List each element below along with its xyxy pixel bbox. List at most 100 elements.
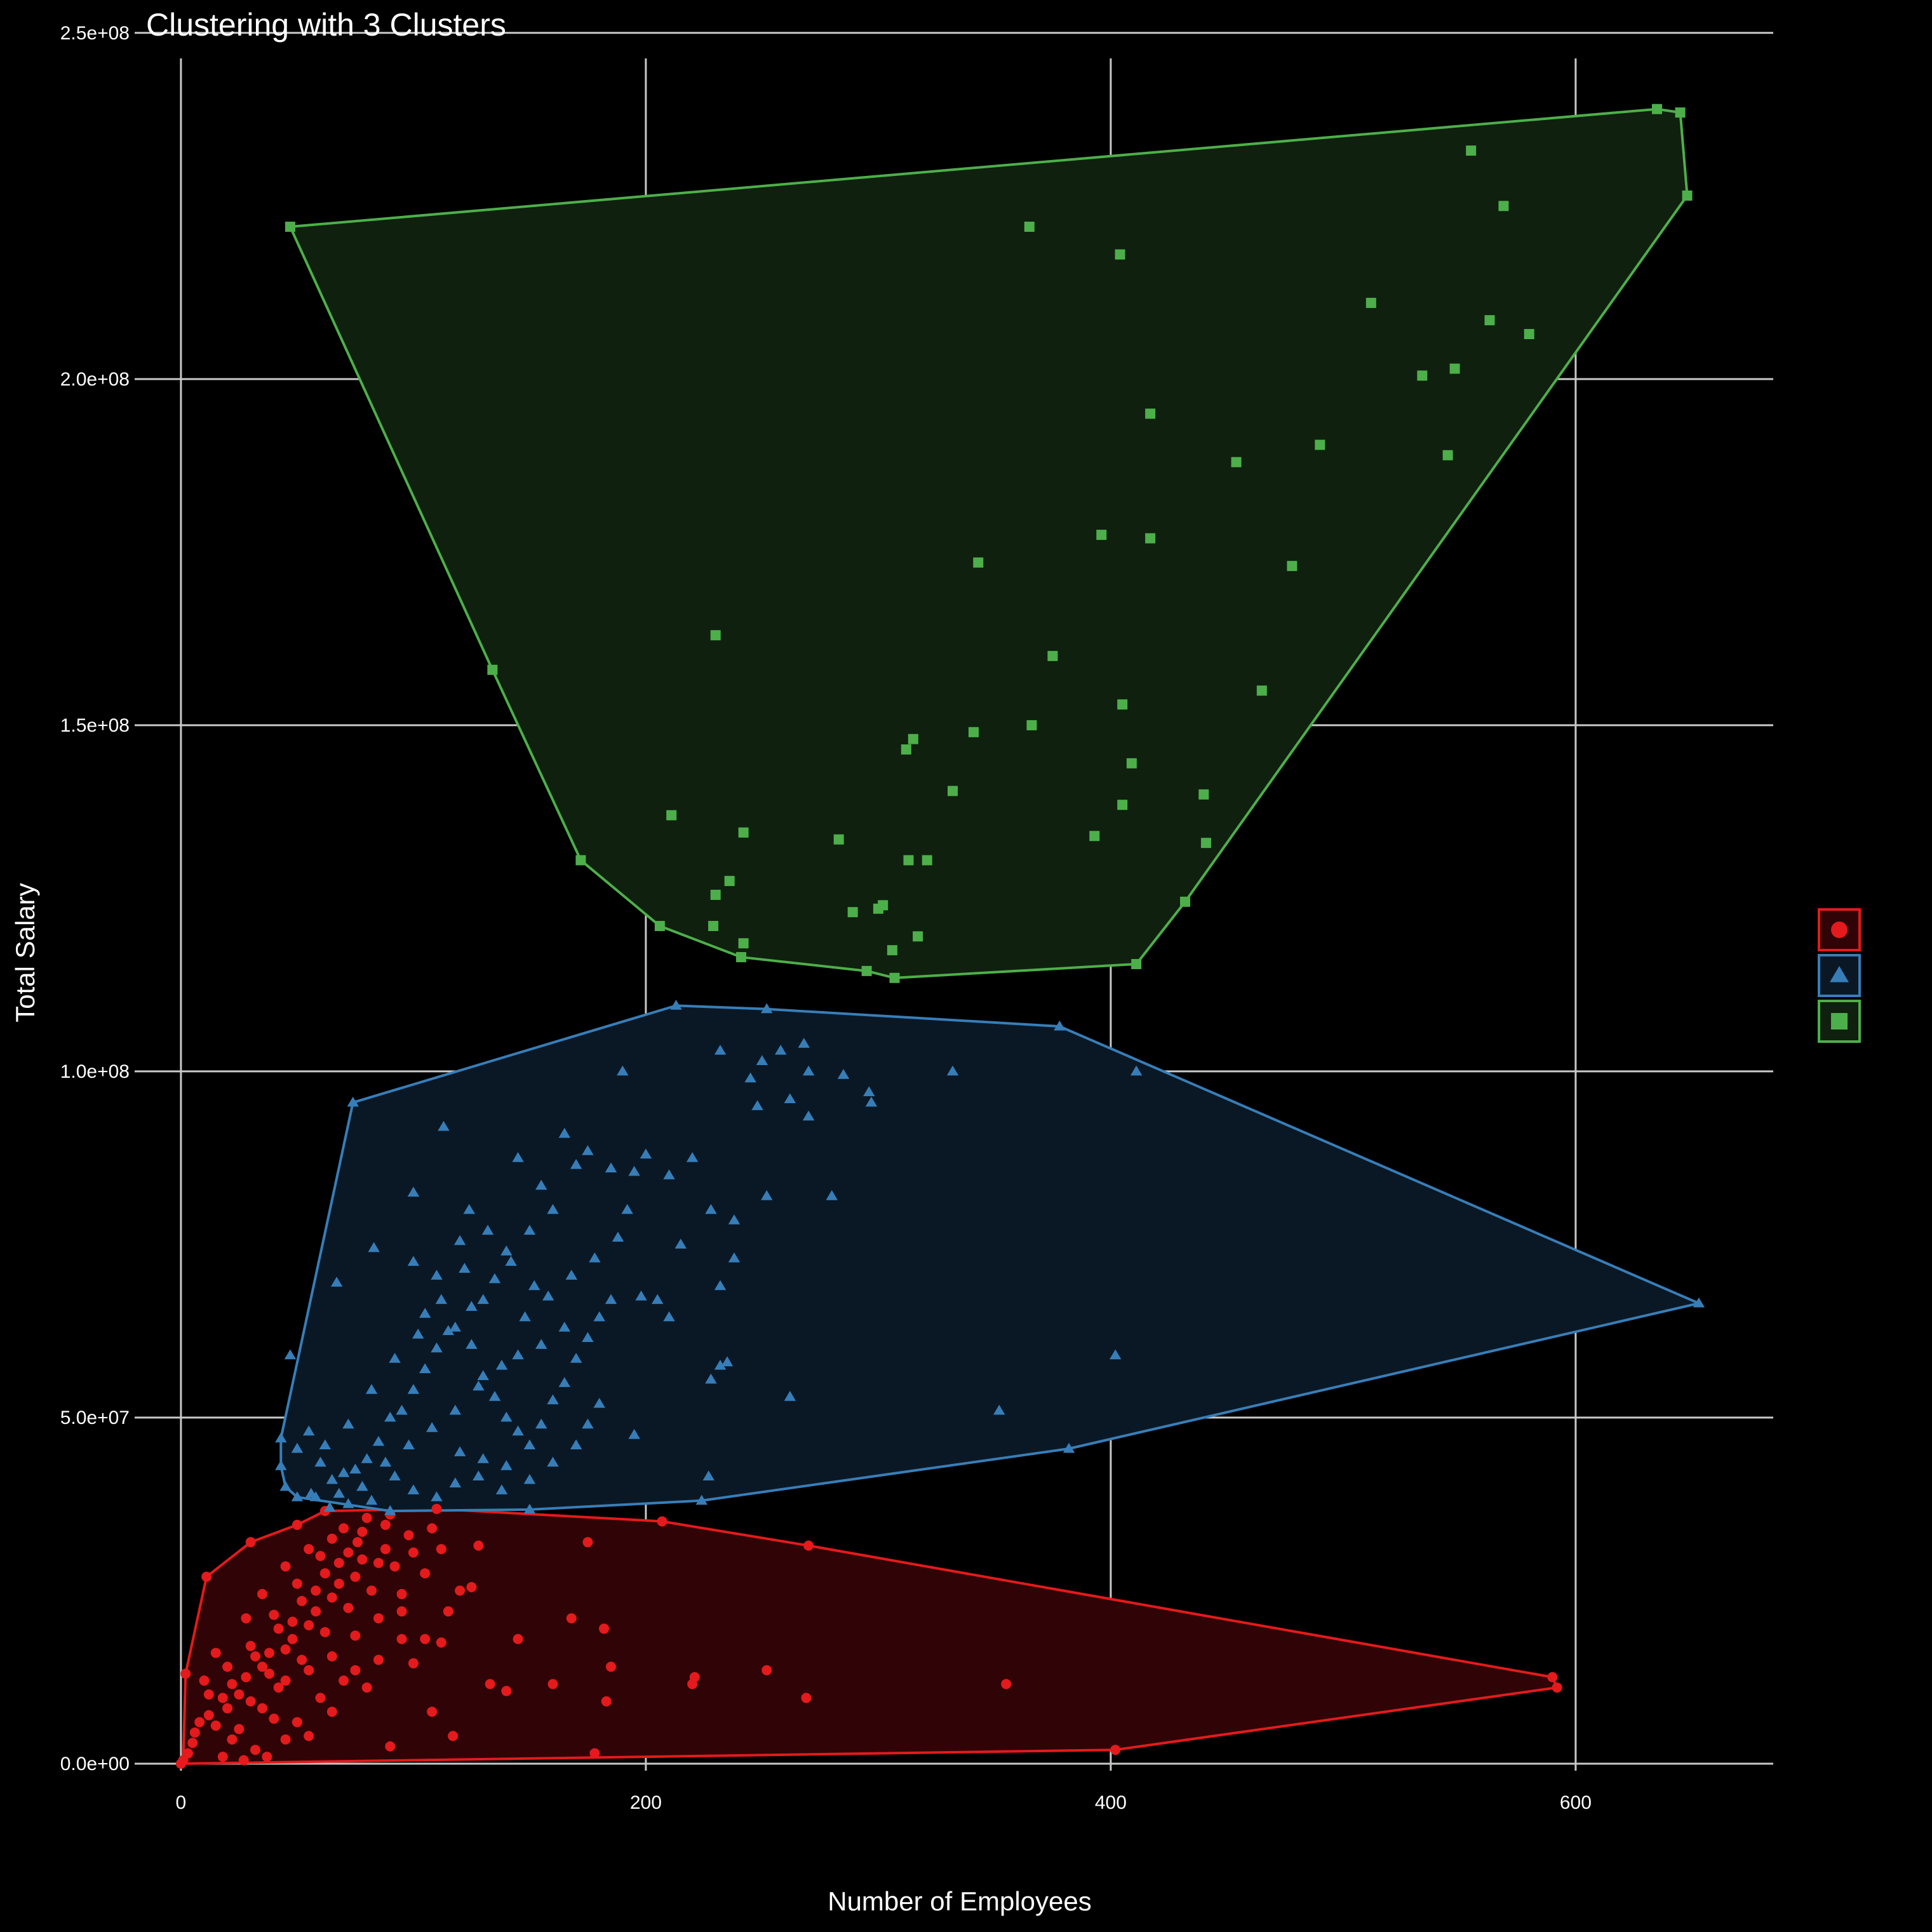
cluster-3-point	[973, 557, 984, 568]
cluster-2-point	[523, 1439, 536, 1449]
cluster-2-point	[512, 1151, 524, 1162]
cluster-2-point	[431, 1342, 443, 1353]
x-axis-label: Number of Employees	[828, 1886, 1092, 1916]
cluster-1-point	[245, 1537, 256, 1548]
cluster-2-point	[384, 1411, 396, 1422]
cluster-1-point	[326, 1533, 337, 1544]
y-axis-label: Total Salary	[10, 883, 40, 1023]
cluster-1-point	[427, 1523, 438, 1534]
cluster-2-point	[488, 1273, 501, 1284]
cluster-3-point	[285, 222, 295, 232]
cluster-2-point	[442, 1325, 454, 1336]
cluster-2-point	[323, 1501, 336, 1512]
cluster-1-point	[566, 1613, 577, 1624]
cluster-2-point	[512, 1425, 524, 1436]
cluster-2-point	[384, 1505, 396, 1515]
cluster-2-point	[279, 1480, 292, 1491]
cluster-2-point	[837, 1069, 850, 1079]
cluster-2-point	[477, 1370, 489, 1380]
cluster-2-point	[946, 1065, 959, 1076]
cluster-2-point	[275, 1460, 287, 1470]
cluster-3-point	[1089, 831, 1100, 842]
cluster-3-point	[908, 734, 918, 744]
x-tick-label: 400	[1095, 1792, 1127, 1813]
cluster-1-point	[357, 1526, 368, 1537]
cluster-3-point	[1682, 190, 1693, 201]
cluster-2-point	[291, 1491, 304, 1501]
cluster-2-point	[570, 1353, 582, 1363]
cluster-2-point	[314, 1456, 326, 1467]
cluster-1-point	[408, 1658, 419, 1668]
cluster-2-point	[547, 1204, 559, 1214]
cluster-3-point	[710, 630, 721, 641]
cluster-2-point	[473, 1470, 485, 1481]
cluster-1-point	[280, 1561, 291, 1572]
cluster-1-point	[396, 1588, 407, 1599]
cluster-2-point	[466, 1339, 478, 1349]
cluster-2-point	[481, 1224, 494, 1235]
cluster-2-point	[547, 1394, 559, 1405]
cluster-2-point	[435, 1294, 448, 1305]
cluster-1-point	[366, 1585, 377, 1596]
cluster-3-point	[710, 889, 721, 900]
cluster-1-point	[257, 1661, 267, 1672]
cluster-2-point	[365, 1494, 378, 1505]
cluster-2-point	[466, 1301, 478, 1311]
cluster-3-point	[575, 855, 586, 866]
cluster-2-point	[635, 1290, 647, 1301]
cluster-3-point	[1024, 222, 1035, 232]
cluster-2-point	[396, 1404, 408, 1415]
cluster-1-point	[687, 1679, 698, 1689]
cluster-3-point	[968, 727, 979, 737]
cluster-1-point	[262, 1752, 272, 1762]
cluster-1-point	[297, 1595, 307, 1606]
cluster-3-point	[1442, 450, 1453, 460]
cluster-2-point	[523, 1473, 536, 1484]
cluster-1-point	[315, 1550, 326, 1561]
cluster-2-point	[535, 1339, 547, 1349]
cluster-2-point	[342, 1418, 354, 1429]
cluster-2-point	[784, 1391, 796, 1401]
cluster-3-point	[1417, 370, 1428, 381]
cluster-2-point	[863, 1086, 875, 1097]
cluster-1-point	[319, 1568, 330, 1579]
cluster-3-point	[735, 952, 746, 963]
cluster-1-point	[599, 1623, 610, 1634]
cluster-2-point	[523, 1503, 536, 1514]
cluster-2-point	[621, 1204, 633, 1214]
cluster-3-point	[487, 664, 498, 675]
cluster-1-point	[373, 1613, 384, 1624]
cluster-1-point	[1552, 1682, 1562, 1693]
cluster-3-point	[1026, 720, 1037, 730]
cluster-1-point	[350, 1571, 361, 1582]
y-tick-label: 1.5e+08	[60, 715, 130, 736]
cluster-hull-3	[288, 107, 1689, 979]
cluster-3-point	[708, 921, 719, 931]
axis-ticks: 0 200 400 600 0.0e+00 5.0e+07 1.0e+08 1.5e+08 2.…	[60, 23, 1592, 1813]
cluster-1-point	[466, 1582, 477, 1593]
cluster-1-point	[264, 1647, 274, 1658]
cluster-1-point	[352, 1537, 363, 1548]
cluster-2-point	[407, 1484, 420, 1494]
y-tick-label: 1.0e+08	[60, 1061, 130, 1082]
cluster-2-point	[407, 1384, 420, 1394]
cluster-2-point	[431, 1491, 443, 1501]
cluster-3-point	[1145, 408, 1156, 419]
cluster-1-point	[292, 1578, 302, 1589]
cluster-1-point	[657, 1516, 667, 1527]
cluster-2-point	[593, 1311, 605, 1322]
cluster-2-point	[1110, 1349, 1122, 1360]
cluster-2-point	[663, 1169, 675, 1179]
cluster-1-point	[443, 1606, 453, 1617]
y-tick-label: 0.0e+00	[60, 1754, 130, 1774]
cluster-2-point	[535, 1179, 547, 1190]
cluster-1-point	[1110, 1745, 1121, 1755]
cluster-3-point	[1180, 896, 1191, 907]
cluster-points	[175, 104, 1705, 1769]
cluster-3-point	[738, 938, 749, 949]
cluster-2-point	[547, 1456, 559, 1467]
cluster-1-point	[385, 1741, 396, 1752]
cluster-1-point	[269, 1714, 279, 1724]
cluster-1-point	[373, 1654, 384, 1665]
